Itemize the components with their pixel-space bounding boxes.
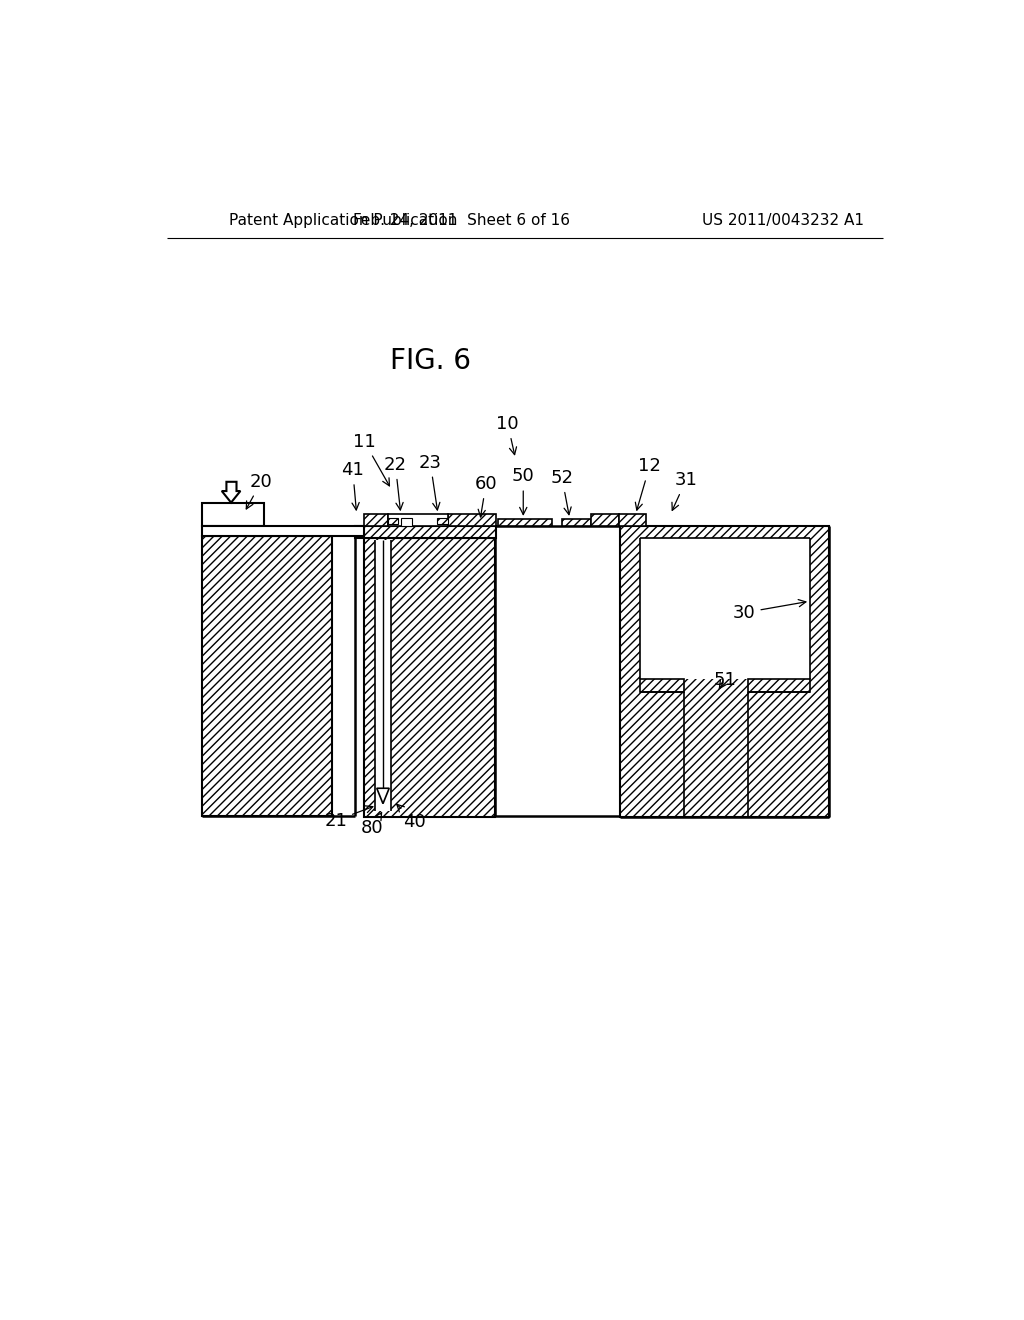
Text: Patent Application Publication: Patent Application Publication [228, 213, 457, 227]
Text: 50: 50 [512, 467, 535, 515]
Bar [355, 525, 496, 539]
Polygon shape [377, 788, 389, 804]
Bar [202, 503, 263, 525]
Bar [437, 517, 449, 524]
Bar [202, 536, 332, 816]
Bar [365, 539, 495, 817]
Bar [562, 519, 592, 525]
Text: 31: 31 [672, 471, 697, 511]
Text: 10: 10 [497, 414, 519, 454]
Bar [592, 515, 618, 525]
Text: 52: 52 [551, 469, 573, 515]
Bar [640, 678, 684, 692]
Text: 80: 80 [360, 813, 383, 837]
Bar [640, 539, 810, 678]
Polygon shape [222, 482, 241, 503]
Text: 11: 11 [353, 433, 389, 486]
Text: 41: 41 [341, 461, 365, 510]
Text: US 2011/0043232 A1: US 2011/0043232 A1 [701, 213, 863, 227]
Text: Feb. 24, 2011  Sheet 6 of 16: Feb. 24, 2011 Sheet 6 of 16 [352, 213, 569, 227]
Text: 12: 12 [635, 458, 662, 510]
Text: 23: 23 [419, 454, 441, 510]
Text: 40: 40 [396, 804, 426, 832]
Bar [375, 540, 391, 812]
Bar [400, 517, 412, 525]
Text: 51: 51 [714, 672, 736, 689]
Bar [618, 515, 646, 525]
Text: 22: 22 [384, 455, 407, 510]
Text: 30: 30 [733, 599, 806, 622]
Text: 20: 20 [247, 473, 272, 510]
Bar [621, 525, 829, 817]
Text: 21: 21 [325, 805, 373, 829]
Bar [388, 517, 398, 524]
Text: FIG. 6: FIG. 6 [390, 347, 471, 375]
Bar [202, 525, 365, 536]
Bar [388, 515, 449, 525]
Bar [365, 515, 388, 525]
Text: 60: 60 [475, 475, 498, 517]
Bar [748, 678, 810, 692]
Bar [498, 519, 552, 525]
Bar [449, 515, 496, 525]
